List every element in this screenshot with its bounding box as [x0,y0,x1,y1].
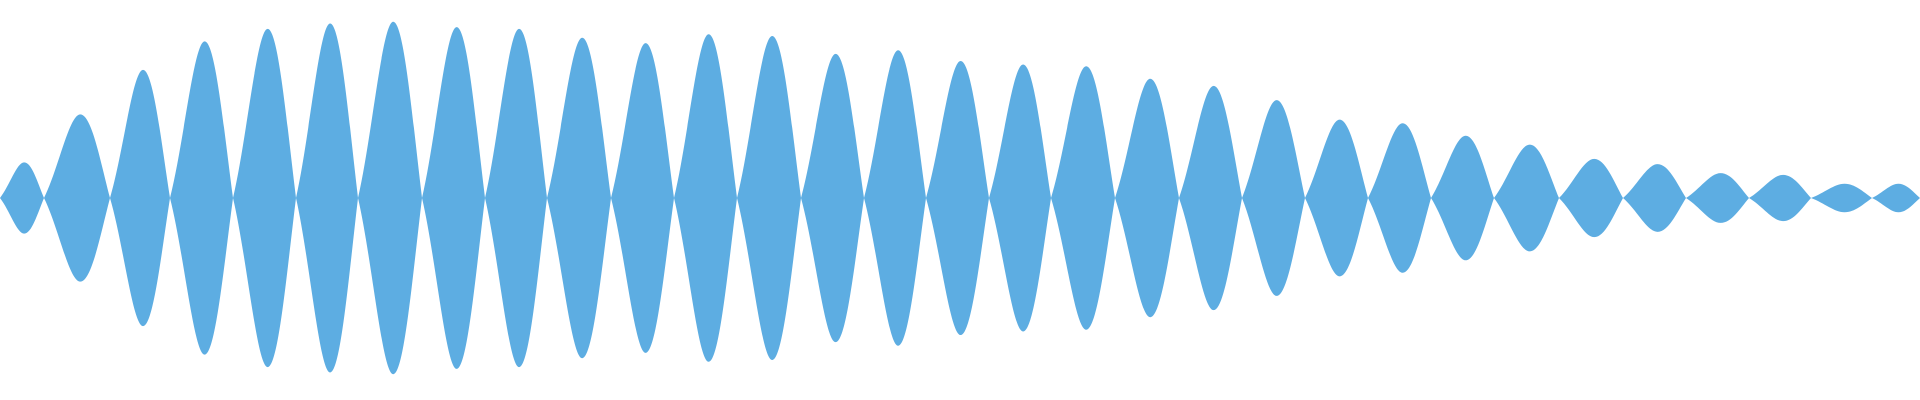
waveform-lobe [989,64,1051,332]
waveform-lobe [1368,123,1431,273]
waveform-lobe [926,60,989,336]
waveform-lobe [170,41,233,355]
waveform-lobe [485,28,547,368]
waveform-lobe [44,114,110,282]
waveform-lobe [674,34,737,362]
waveform-lobe [1494,144,1559,252]
waveform-lobe [1179,85,1242,311]
waveform-lobe [0,162,44,234]
waveform-lobe [358,21,422,375]
waveform-lobe [1749,174,1811,222]
waveform-lobe [110,69,170,327]
waveform-lobe [1051,66,1115,330]
waveform-lobe [1811,183,1872,213]
waveform-lobe [1431,135,1494,261]
waveform-lobe [611,43,674,353]
waveform-lobe [422,27,485,369]
waveform-lobe [1242,100,1305,296]
waveform-lobe [864,50,926,346]
waveform-lobe [296,23,358,373]
waveform-lobe [1305,119,1368,277]
waveform-lobe [547,37,611,359]
waveform-lobe [1115,78,1179,318]
waveform-lobe [233,28,296,368]
waveform-lobe [1623,164,1686,232]
waveform-lobe [1686,173,1749,223]
waveform-lobe [1872,183,1920,213]
waveform-lobe [801,53,864,343]
waveform-lobe [737,36,801,360]
waveform-lobe [1559,158,1623,238]
